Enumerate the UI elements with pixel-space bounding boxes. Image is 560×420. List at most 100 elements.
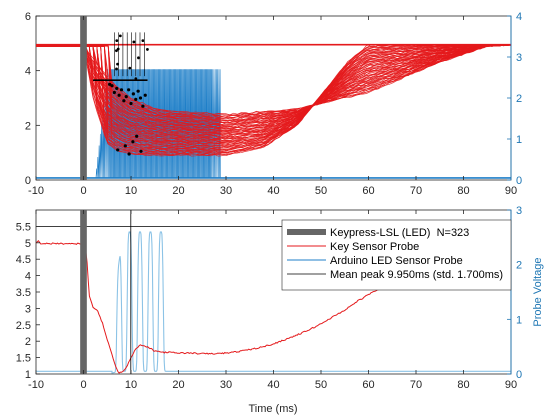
top-traces: [36, 16, 511, 180]
top-peak-marker: [116, 148, 120, 152]
top-peak-marker: [119, 88, 124, 92]
top-peak-marker: [115, 39, 119, 42]
top-peak-marker: [138, 96, 143, 100]
top-peak-marker: [124, 95, 128, 99]
top-key-sensor-trace: [36, 44, 511, 139]
top-y2-tick-label: 4: [516, 11, 522, 23]
top-peak-marker: [117, 93, 121, 97]
bottom-y-tick-label: 2.5: [16, 320, 31, 332]
bottom-y-tick-label: 3: [25, 303, 31, 315]
top-key-sensor-trace: [36, 44, 511, 144]
top-key-sensor-trace: [36, 44, 511, 129]
top-peak-marker: [143, 93, 147, 97]
top-peak-marker: [128, 66, 132, 70]
bottom-x-tick-label: -10: [28, 379, 44, 391]
top-peak-marker: [141, 39, 145, 43]
top-x-tick-label: 70: [410, 185, 422, 197]
top-x-tick-label: 60: [362, 185, 374, 197]
top-peak-marker: [136, 89, 140, 93]
top-key-sensor-trace: [36, 44, 511, 125]
top-x-tick-label: 80: [457, 185, 469, 197]
top-peak-marker: [108, 82, 112, 86]
top-key-sensor-trace: [36, 44, 511, 143]
bottom-key-sensor-trace: [36, 239, 426, 374]
right-y-axis-label: Probe Voltage: [532, 257, 544, 326]
legend: Keypress-LSL (LED) N=323 Key Sensor Prob…: [281, 219, 512, 291]
bottom-axes: -10 0 10 20 30 40 50 60 70 80 9011.522.533.544.555…: [16, 205, 522, 391]
bottom-y-tick-label: 2: [25, 336, 31, 348]
top-key-sensor-trace: [36, 44, 511, 116]
top-keypress-bar: [80, 16, 87, 180]
bottom-y2-tick-label: 0: [516, 369, 522, 381]
top-peak-marker: [116, 62, 119, 66]
top-peak-marker: [127, 88, 131, 92]
top-y-tick-label: 6: [25, 11, 31, 23]
bottom-x-tick-label: 20: [172, 379, 184, 391]
top-x-tick-label: -10: [28, 185, 44, 197]
x-axis-label: Time (ms): [248, 403, 297, 415]
bottom-y-tick-label: 5.5: [16, 221, 31, 233]
top-peak-marker: [137, 56, 140, 60]
legend-label-key-sensor: Key Sensor Probe: [330, 241, 419, 253]
top-peak-marker: [116, 47, 120, 51]
top-peak-marker: [134, 77, 138, 81]
top-key-sensor-trace: [36, 44, 511, 137]
top-key-sensor-trace: [36, 44, 511, 141]
bottom-x-tick-label: 30: [220, 379, 232, 391]
top-peak-marker: [141, 104, 145, 108]
top-y-tick-label: 0: [25, 175, 31, 187]
top-peak-marker: [123, 144, 127, 148]
top-peak-marker: [132, 40, 136, 44]
top-y2-tick-label: 1: [516, 134, 522, 146]
top-x-tick-label: 30: [220, 185, 232, 197]
legend-label-led-sensor: Arduino LED Sensor Probe: [330, 255, 463, 267]
top-x-tick-label: 10: [125, 185, 137, 197]
top-x-tick-label: 40: [267, 185, 279, 197]
top-peak-marker: [122, 99, 126, 103]
top-peak-marker: [115, 49, 118, 53]
bottom-y2-tick-label: 2: [516, 260, 522, 272]
top-key-sensor-trace: [36, 44, 511, 146]
bottom-y-tick-label: 3.5: [16, 287, 31, 299]
bottom-y-tick-label: 5: [25, 238, 31, 250]
bottom-y-tick-label: 4: [25, 271, 31, 283]
top-x-tick-label: 50: [315, 185, 327, 197]
top-x-tick-label: 90: [505, 185, 517, 197]
bottom-x-tick-label: 10: [125, 379, 137, 391]
top-y-tick-label: 4: [25, 66, 31, 78]
bottom-x-tick-label: 0: [80, 379, 86, 391]
bottom-y2-tick-label: 1: [516, 314, 522, 326]
top-key-sensor-trace: [36, 44, 511, 153]
top-y2-tick-label: 3: [516, 52, 522, 64]
bottom-x-tick-label: 50: [315, 379, 327, 391]
top-peak-marker: [139, 149, 143, 153]
top-peak-marker: [131, 92, 135, 96]
bottom-panel: -10 0 10 20 30 40 50 60 70 80 9011.522.533.544.555…: [16, 205, 544, 415]
top-peak-marker: [129, 101, 133, 106]
bottom-y-tick-label: 4.5: [16, 254, 31, 266]
bottom-x-tick-label: 70: [410, 379, 422, 391]
top-peak-marker: [146, 48, 149, 51]
top-peak-marker: [135, 134, 139, 138]
top-x-tick-label: 0: [80, 185, 86, 197]
top-x-tick-label: 20: [172, 185, 184, 197]
top-key-sensor-trace: [36, 44, 511, 133]
top-peak-marker: [110, 84, 114, 88]
top-peak-marker: [134, 97, 138, 101]
bottom-x-tick-label: 80: [457, 379, 469, 391]
top-peak-marker: [112, 90, 116, 95]
top-peak-marker: [131, 140, 135, 144]
legend-label-mean-peak: Mean peak 9.950ms (std. 1.700ms): [330, 269, 503, 281]
top-y-tick-label: 2: [25, 120, 31, 132]
bottom-led-sensor-trace: [36, 231, 511, 374]
top-y2-tick-label: 2: [516, 93, 522, 105]
top-peak-marker: [115, 86, 119, 91]
top-peak-marker: [115, 67, 118, 71]
bottom-x-tick-label: 40: [267, 379, 279, 391]
top-peak-marker: [118, 34, 122, 38]
top-peak-marker: [127, 152, 131, 156]
bottom-y-tick-label: 1.5: [16, 353, 31, 365]
